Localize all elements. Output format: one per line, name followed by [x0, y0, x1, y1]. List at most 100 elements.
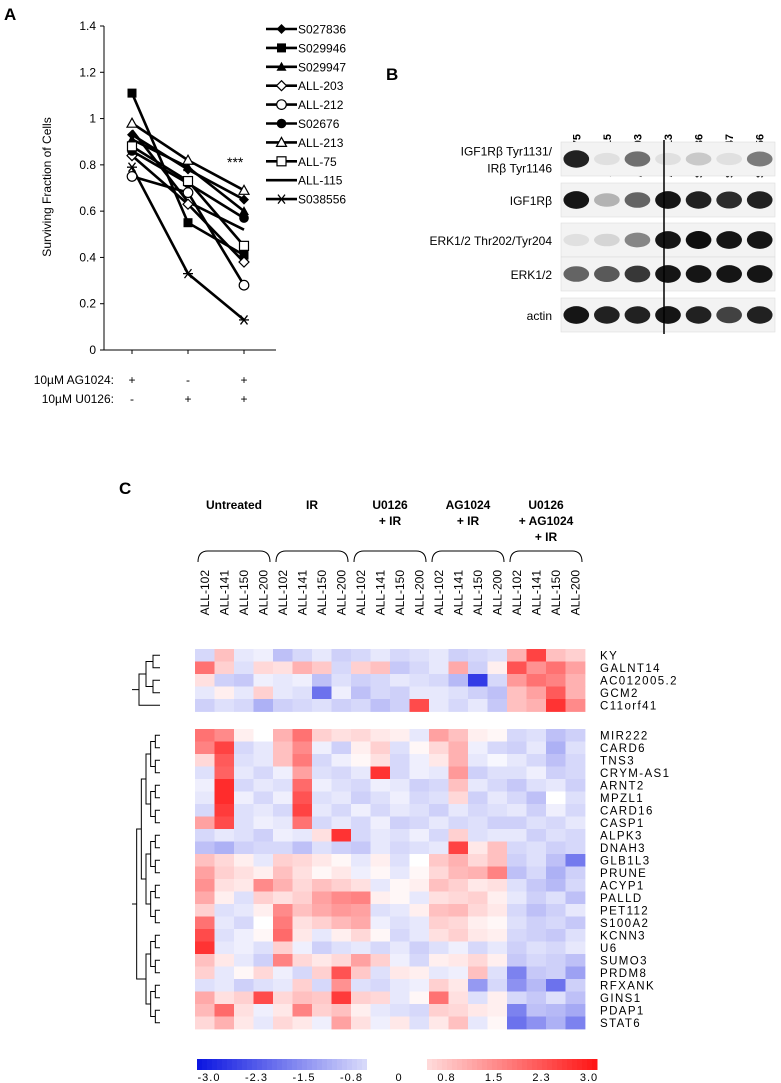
panel-c-heatmap-cell [546, 729, 566, 742]
panel-c-scale-swatch [582, 1059, 588, 1070]
panel-c-heatmap-cell [253, 979, 274, 992]
panel-c-heatmap-cell [526, 991, 547, 1005]
panel-c-heatmap-cell [487, 829, 508, 842]
panel-b-band [594, 266, 620, 282]
panel-a-data-point [127, 88, 137, 98]
panel-c-heatmap-cell [429, 779, 449, 792]
panel-c-heatmap-cell [331, 649, 352, 662]
panel-c-heatmap-cell [468, 891, 488, 905]
panel-a-treatment-label: 10µM AG1024: [34, 373, 114, 387]
panel-c-heatmap-cell [234, 1016, 254, 1030]
panel-a-legend-label: ALL-115 [298, 174, 343, 188]
panel-c-heatmap-cell [429, 979, 449, 992]
panel-c-gene-label: PET112 [600, 906, 649, 918]
panel-c-heatmap-cell [331, 979, 352, 992]
panel-c-heatmap-cell [390, 754, 410, 767]
panel-c-scale-swatch [337, 1059, 343, 1070]
panel-c-heatmap-cell [292, 979, 313, 992]
panel-c-heatmap-cell [409, 1004, 430, 1017]
panel-c-heatmap-cell [234, 779, 254, 792]
panel-c-scale-swatch [227, 1059, 233, 1070]
panel-c-heatmap-cell [370, 791, 391, 805]
panel-b-band [624, 192, 651, 208]
panel-c-heatmap-cell [565, 979, 586, 992]
panel-label-b: B [386, 65, 398, 84]
panel-c-heatmap-cell [448, 686, 469, 700]
panel-c-heatmap-cell [370, 699, 391, 712]
panel-c-heatmap-cell [429, 879, 449, 892]
panel-c-heatmap-cell [331, 661, 352, 675]
panel-c-heatmap-cell [195, 741, 215, 755]
panel-c-heatmap-cell [448, 979, 469, 992]
panel-a-legend-label: S038556 [298, 193, 346, 207]
panel-c-heatmap-cell [351, 854, 371, 867]
panel-c-heatmap-cell [214, 916, 235, 930]
panel-c-heatmap-cell [468, 1016, 488, 1030]
panel-c-scale-swatch [452, 1059, 458, 1070]
panel-c-heatmap-cell [468, 829, 488, 842]
panel-c-heatmap-cell [331, 699, 352, 712]
panel-c-heatmap-cell [429, 729, 449, 742]
panel-c-heatmap-cell [370, 904, 391, 917]
panel-c-scale-swatch [367, 1059, 373, 1070]
panel-c-heatmap-cell [214, 729, 235, 742]
panel-c-heatmap-cell [429, 1016, 449, 1030]
panel-a-data-point [126, 171, 138, 182]
panel-c-sample-label: ALL-102 [432, 570, 446, 616]
panel-c-heatmap-cell [448, 779, 469, 792]
panel-c-heatmap-cell [292, 904, 313, 917]
panel-c-heatmap-cell [487, 791, 508, 805]
panel-c-heatmap-cell [526, 804, 547, 817]
panel-c-heatmap-cell [370, 1016, 391, 1030]
panel-c-heatmap-cell [195, 729, 215, 742]
panel-c-scale-swatch [592, 1059, 598, 1070]
panel-c-scale-swatch [267, 1059, 273, 1070]
panel-c-heatmap-cell [565, 791, 586, 805]
panel-c-heatmap-cell [331, 879, 352, 892]
panel-a-y-tick-label: 1 [89, 112, 96, 126]
panel-c-heatmap-cell [331, 729, 352, 742]
panel-c-heatmap-cell [429, 991, 449, 1005]
panel-c-scale-swatch [242, 1059, 248, 1070]
panel-c-heatmap-cell [546, 649, 566, 662]
panel-a-legend-marker [276, 194, 287, 204]
panel-c-sample-label: ALL-102 [276, 570, 290, 616]
panel-c-heatmap-cell [312, 1004, 332, 1017]
panel-c-heatmap-cell [351, 891, 371, 905]
panel-c-heatmap-cell [292, 991, 313, 1005]
panel-c-heatmap-cell [468, 766, 488, 780]
panel-c-scale-label: -0.8 [340, 1072, 363, 1083]
panel-c-gene-label: STAT6 [600, 1018, 641, 1030]
panel-c-heatmap-cell [409, 791, 430, 805]
panel-c-heatmap-cell [273, 791, 293, 805]
panel-c-heatmap-cell [507, 661, 527, 675]
panel-c-heatmap-cell [565, 1016, 586, 1030]
panel-c-heatmap-cell [429, 904, 449, 917]
panel-b-band [655, 191, 681, 209]
panel-b-row-label: IGF1Rβ [510, 194, 552, 208]
panel-c-scale-swatch [522, 1059, 528, 1070]
panel-c-scale-swatch [562, 1059, 568, 1070]
panel-c-heatmap-cell [253, 779, 274, 792]
panel-c-heatmap-cell [214, 941, 235, 955]
panel-c-heatmap-cell [468, 954, 488, 967]
panel-c-heatmap-cell [487, 991, 508, 1005]
panel-c-scale-swatch [312, 1059, 318, 1070]
panel-c-heatmap-cell [526, 916, 547, 930]
panel-c-heatmap-cell [448, 854, 469, 867]
panel-c-heatmap-cell [409, 766, 430, 780]
panel-c-heatmap-cell [312, 804, 332, 817]
panel-c-scale-swatch [532, 1059, 538, 1070]
panel-c-heatmap-cell [448, 649, 469, 662]
panel-c-heatmap-cell [351, 754, 371, 767]
panel-b-band [716, 265, 742, 283]
panel-c-scale-swatch [472, 1059, 478, 1070]
panel-a-treatment-label: 10µM U0126: [42, 392, 114, 406]
panel-c-heatmap-cell [214, 649, 235, 662]
panel-c-scale-swatch [437, 1059, 443, 1070]
panel-c-heatmap-cell [468, 754, 488, 767]
panel-c-heatmap-cell [468, 841, 488, 855]
panel-a-legend-marker [276, 99, 287, 110]
panel-c-heatmap-cell [214, 816, 235, 830]
panel-c-heatmap-cell [429, 699, 449, 712]
